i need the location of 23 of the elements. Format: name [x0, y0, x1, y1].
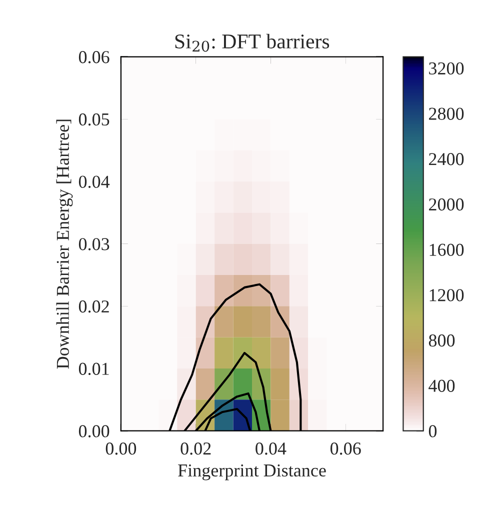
y-tick-label: 0.00: [78, 425, 110, 438]
color-bar-label: 0: [428, 425, 437, 438]
y-tick-label: 0.03: [78, 238, 110, 250]
chart-title: Si$_{20}$: DFT barriers: [175, 34, 330, 52]
y-tick-label: 0.04: [78, 176, 110, 188]
color-bar-label: 400: [428, 380, 455, 392]
color-bar-label: 1600: [430, 244, 464, 256]
x-tick-label: 0.02: [180, 442, 211, 455]
y-tick-label: 0.02: [78, 300, 109, 313]
color-bar-label: 2800: [429, 108, 464, 120]
x-tick-label: 0.00: [106, 442, 136, 455]
y-tick-label: 0.05: [78, 113, 110, 126]
color-bar-label: 1200: [430, 289, 464, 302]
y-axis-title: Downhill Barrier Energy [Hartree]: [56, 120, 73, 369]
y-tick-label: 0.01: [78, 362, 109, 376]
x-tick-label: 0.06: [330, 442, 361, 455]
color-bar-label: 2400: [429, 153, 464, 166]
color-bar-label: 2000: [429, 198, 464, 211]
color-bar-label: 800: [428, 334, 455, 347]
x-axis-title: Fingerprint Distance: [178, 464, 326, 480]
color-bar-label: 3200: [429, 62, 464, 75]
y-tick-label: 0.06: [78, 51, 110, 64]
x-tick-label: 0.04: [256, 442, 286, 455]
